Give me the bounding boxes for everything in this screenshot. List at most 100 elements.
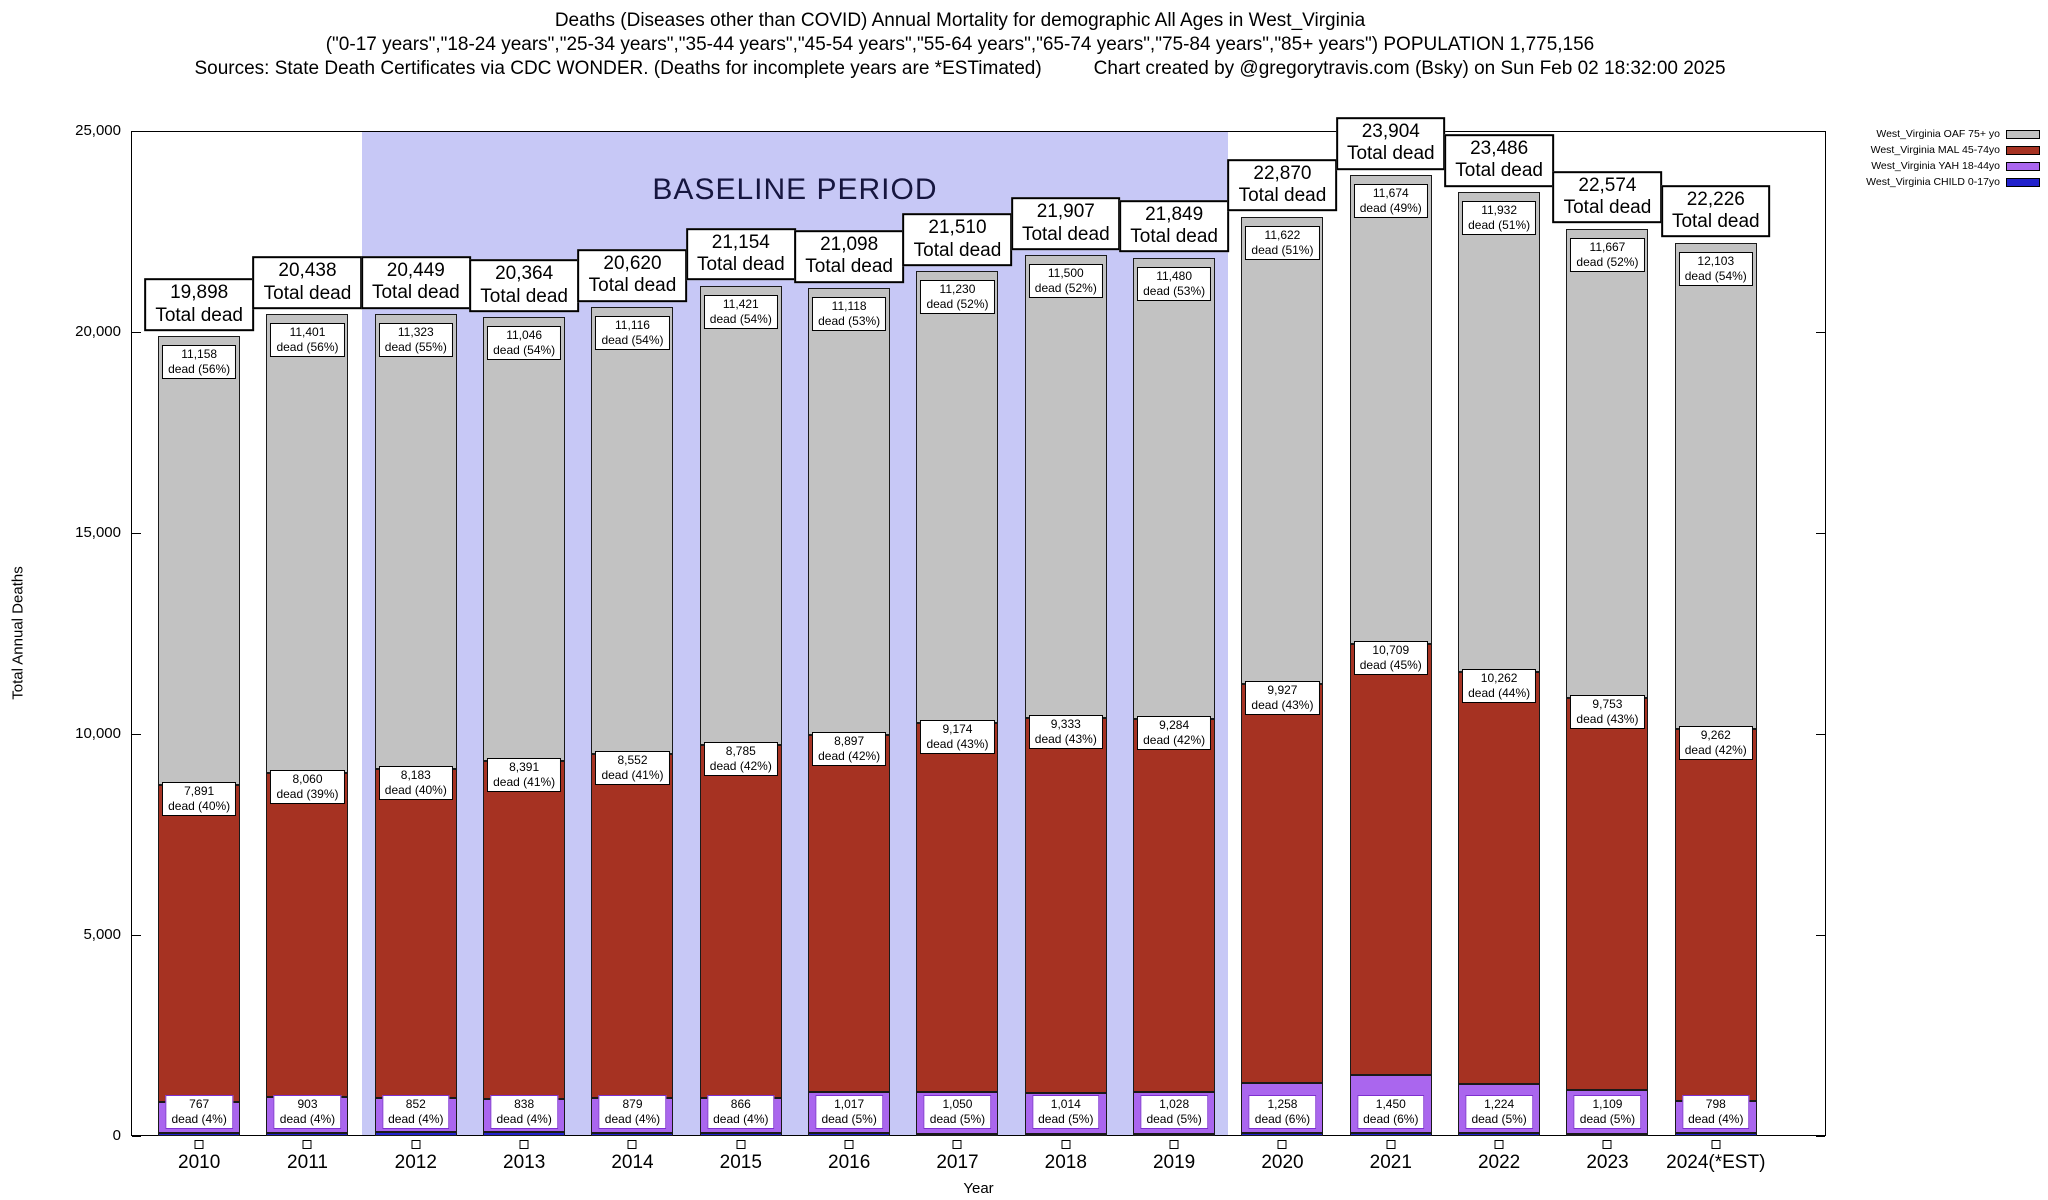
yah-deaths-label: 1,050 dead (5%) xyxy=(923,1095,992,1129)
mal-deaths-label: 9,284 dead (42%) xyxy=(1137,716,1212,751)
bar-segment xyxy=(374,769,457,1099)
oaf-deaths-value: 11,674 xyxy=(1372,186,1409,201)
bar-segment xyxy=(1674,1133,1757,1136)
bar-segment xyxy=(699,1132,782,1136)
yah-deaths-label: 1,028 dead (5%) xyxy=(1140,1095,1208,1129)
bar-segment xyxy=(1349,644,1432,1075)
mal-deaths-value: 8,897 xyxy=(834,733,865,748)
mal-deaths-label: 8,183 dead (40%) xyxy=(378,766,453,801)
total-dead-label: 21,154 Total dead xyxy=(685,227,796,281)
oaf-deaths-value: 11,932 xyxy=(1481,202,1518,217)
total-dead-suffix: Total dead xyxy=(480,285,568,307)
oaf-deaths-label: 11,158 dead (56%) xyxy=(162,345,237,380)
bar-segment xyxy=(374,1132,457,1136)
bar-segment xyxy=(266,314,349,773)
y-tick-mark xyxy=(132,533,141,534)
total-dead-label: 23,486 Total dead xyxy=(1444,134,1554,187)
yah-deaths-value: 1,258 xyxy=(1267,1097,1298,1111)
x-axis-title: Year xyxy=(963,1180,994,1197)
total-dead-suffix: Total dead xyxy=(155,304,243,326)
mal-deaths-label: 8,391 dead (41%) xyxy=(487,758,562,793)
yah-deaths-value: 1,450 xyxy=(1375,1097,1406,1111)
bar-segment xyxy=(699,285,782,745)
child-segment-marker xyxy=(1169,1140,1179,1149)
x-axis-tick-label: 2016 xyxy=(828,1152,871,1173)
oaf-deaths-label: 11,667 dead (52%) xyxy=(1570,237,1645,272)
total-dead-suffix: Total dead xyxy=(588,275,677,297)
y-axis-tick-label: 10,000 xyxy=(75,725,121,742)
mal-deaths-label: 8,060 dead (39%) xyxy=(270,769,345,804)
legend-label: West_Virginia OAF 75+ yo xyxy=(1876,128,2000,140)
total-dead-label: 20,449 Total dead xyxy=(360,256,471,309)
yah-deaths-value: 1,017 xyxy=(834,1097,865,1111)
bar-segment xyxy=(1024,1133,1107,1136)
legend-swatch xyxy=(2006,129,2040,139)
baseline-period-label: BASELINE PERIOD xyxy=(652,173,938,206)
bar-segment xyxy=(158,784,241,1102)
total-dead-value: 20,620 xyxy=(603,253,662,275)
total-dead-value: 23,904 xyxy=(1361,121,1420,143)
child-segment-marker xyxy=(1602,1140,1612,1149)
child-segment-marker xyxy=(952,1140,962,1149)
yah-deaths-value: 1,109 xyxy=(1592,1097,1623,1111)
x-axis-tick-label: 2013 xyxy=(503,1152,546,1173)
mal-deaths-label: 7,891 dead (40%) xyxy=(162,781,237,816)
oaf-deaths-value: 11,116 xyxy=(615,318,650,333)
child-segment-marker xyxy=(844,1140,854,1149)
oaf-deaths-value: 11,480 xyxy=(1156,268,1193,283)
oaf-deaths-label: 11,674 dead (49%) xyxy=(1353,184,1428,219)
bar-segment xyxy=(374,313,457,770)
yah-deaths-pct: dead (4%) xyxy=(496,1112,552,1126)
bar-segment xyxy=(158,1132,241,1136)
total-dead-value: 23,486 xyxy=(1470,138,1529,160)
total-dead-suffix: Total dead xyxy=(805,256,893,278)
mal-deaths-value: 7,891 xyxy=(184,783,215,798)
mal-deaths-label: 8,785 dead (42%) xyxy=(703,741,778,776)
mal-deaths-label: 8,897 dead (42%) xyxy=(812,731,887,766)
oaf-deaths-value: 11,230 xyxy=(939,282,976,297)
legend-swatch xyxy=(2006,161,2040,171)
yah-deaths-label: 1,017 dead (5%) xyxy=(815,1095,883,1129)
bar-segment xyxy=(1241,216,1324,684)
y-axis-tick-label: 15,000 xyxy=(75,524,121,541)
oaf-deaths-pct: dead (52%) xyxy=(926,297,989,312)
total-dead-label: 20,364 Total dead xyxy=(469,259,579,313)
total-dead-suffix: Total dead xyxy=(371,282,460,304)
y-axis-tick-label: 5,000 xyxy=(83,926,121,943)
total-dead-value: 21,907 xyxy=(1036,201,1095,223)
total-dead-label: 21,098 Total dead xyxy=(794,230,904,283)
total-dead-suffix: Total dead xyxy=(1238,185,1327,207)
mal-deaths-value: 9,333 xyxy=(1050,716,1081,731)
bar-segment xyxy=(1024,255,1107,718)
yah-deaths-value: 903 xyxy=(297,1097,318,1111)
total-dead-value: 21,098 xyxy=(820,234,879,256)
yah-deaths-pct: dead (4%) xyxy=(388,1112,444,1126)
bar-segment xyxy=(808,1133,891,1136)
x-axis-tick-label: 2022 xyxy=(1477,1152,1521,1173)
child-segment-marker xyxy=(1061,1140,1071,1149)
total-dead-suffix: Total dead xyxy=(1455,160,1543,182)
bar-segment xyxy=(1566,228,1649,698)
bar-segment xyxy=(699,744,782,1098)
total-dead-value: 22,870 xyxy=(1253,162,1312,184)
yah-deaths-value: 767 xyxy=(189,1097,210,1111)
oaf-deaths-pct: dead (51%) xyxy=(1251,242,1314,257)
x-axis-tick-label: 2018 xyxy=(1044,1152,1087,1173)
oaf-deaths-value: 11,158 xyxy=(181,347,218,362)
total-dead-label: 23,904 Total dead xyxy=(1335,117,1446,171)
total-dead-value: 22,226 xyxy=(1686,188,1745,210)
x-axis-tick-label: 2024(*EST) xyxy=(1666,1152,1766,1173)
bar-segment xyxy=(266,772,349,1097)
yah-deaths-pct: dead (4%) xyxy=(713,1112,769,1126)
child-segment-marker xyxy=(302,1140,312,1149)
oaf-deaths-label: 11,480 dead (53%) xyxy=(1137,266,1212,301)
total-dead-value: 20,364 xyxy=(495,263,554,285)
chart-sources-text: Sources: State Death Certificates via CD… xyxy=(194,58,1042,79)
bar-segment xyxy=(1133,257,1216,720)
bar-segment xyxy=(158,336,241,785)
yah-deaths-value: 866 xyxy=(730,1097,751,1111)
bar-segment xyxy=(1024,717,1107,1093)
mal-deaths-pct: dead (40%) xyxy=(384,783,447,798)
chart-source-row: Sources: State Death Certificates via CD… xyxy=(0,58,1920,80)
yah-deaths-label: 1,224 dead (5%) xyxy=(1465,1095,1533,1129)
